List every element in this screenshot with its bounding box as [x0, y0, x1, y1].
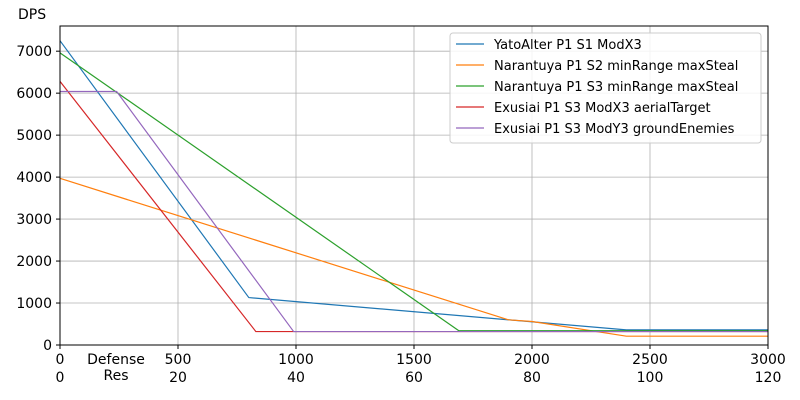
x-secondary-tick-label: 60 — [405, 370, 423, 386]
y-axis-label: DPS — [18, 7, 46, 23]
x-tick-label: 2000 — [514, 352, 550, 368]
x-axis-label-line-1: Defense — [87, 352, 145, 368]
x-secondary-tick-label: 80 — [523, 370, 541, 386]
x-secondary-tick-label: 20 — [169, 370, 187, 386]
series-line-2 — [59, 177, 768, 337]
series-line-1 — [59, 40, 768, 331]
x-secondary-tick-label: 40 — [287, 370, 305, 386]
legend-label-2: Narantuya P1 S2 minRange maxSteal — [494, 59, 738, 74]
y-tick-label: 1000 — [16, 296, 52, 312]
series-line-3 — [59, 52, 768, 332]
legend-box — [449, 32, 762, 144]
legend-label-1: YatoAlter P1 S1 ModX3 — [493, 38, 642, 53]
legend-label-5: Exusiai P1 S3 ModY3 groundEnemies — [494, 122, 735, 137]
x-tick-label: 0 — [56, 352, 65, 368]
y-tick-label: 5000 — [16, 128, 52, 144]
axis-ticks: 0050020100040150060200080250010030001200… — [16, 44, 785, 386]
series-lines — [59, 40, 768, 337]
y-tick-label: 3000 — [16, 212, 52, 228]
x-secondary-tick-label: 0 — [56, 370, 65, 386]
x-tick-label: 1000 — [278, 352, 314, 368]
y-tick-label: 7000 — [16, 44, 52, 60]
x-tick-label: 1500 — [396, 352, 432, 368]
legend-label-3: Narantuya P1 S3 minRange maxSteal — [494, 80, 738, 95]
y-tick-label: 4000 — [16, 170, 52, 186]
y-tick-label: 0 — [43, 338, 52, 354]
x-axis-label-line-2: Res — [103, 368, 128, 384]
x-tick-label: 2500 — [632, 352, 668, 368]
x-tick-label: 500 — [165, 352, 192, 368]
y-tick-label: 6000 — [16, 86, 52, 102]
legend-label-4: Exusiai P1 S3 ModX3 aerialTarget — [494, 101, 711, 116]
x-tick-label: 3000 — [750, 352, 786, 368]
legend: YatoAlter P1 S1 ModX3 Narantuya P1 S2 min… — [449, 32, 762, 144]
series-line-5 — [60, 90, 768, 333]
y-tick-label: 2000 — [16, 254, 52, 270]
x-secondary-tick-label: 120 — [755, 370, 782, 386]
x-secondary-tick-label: 100 — [637, 370, 664, 386]
